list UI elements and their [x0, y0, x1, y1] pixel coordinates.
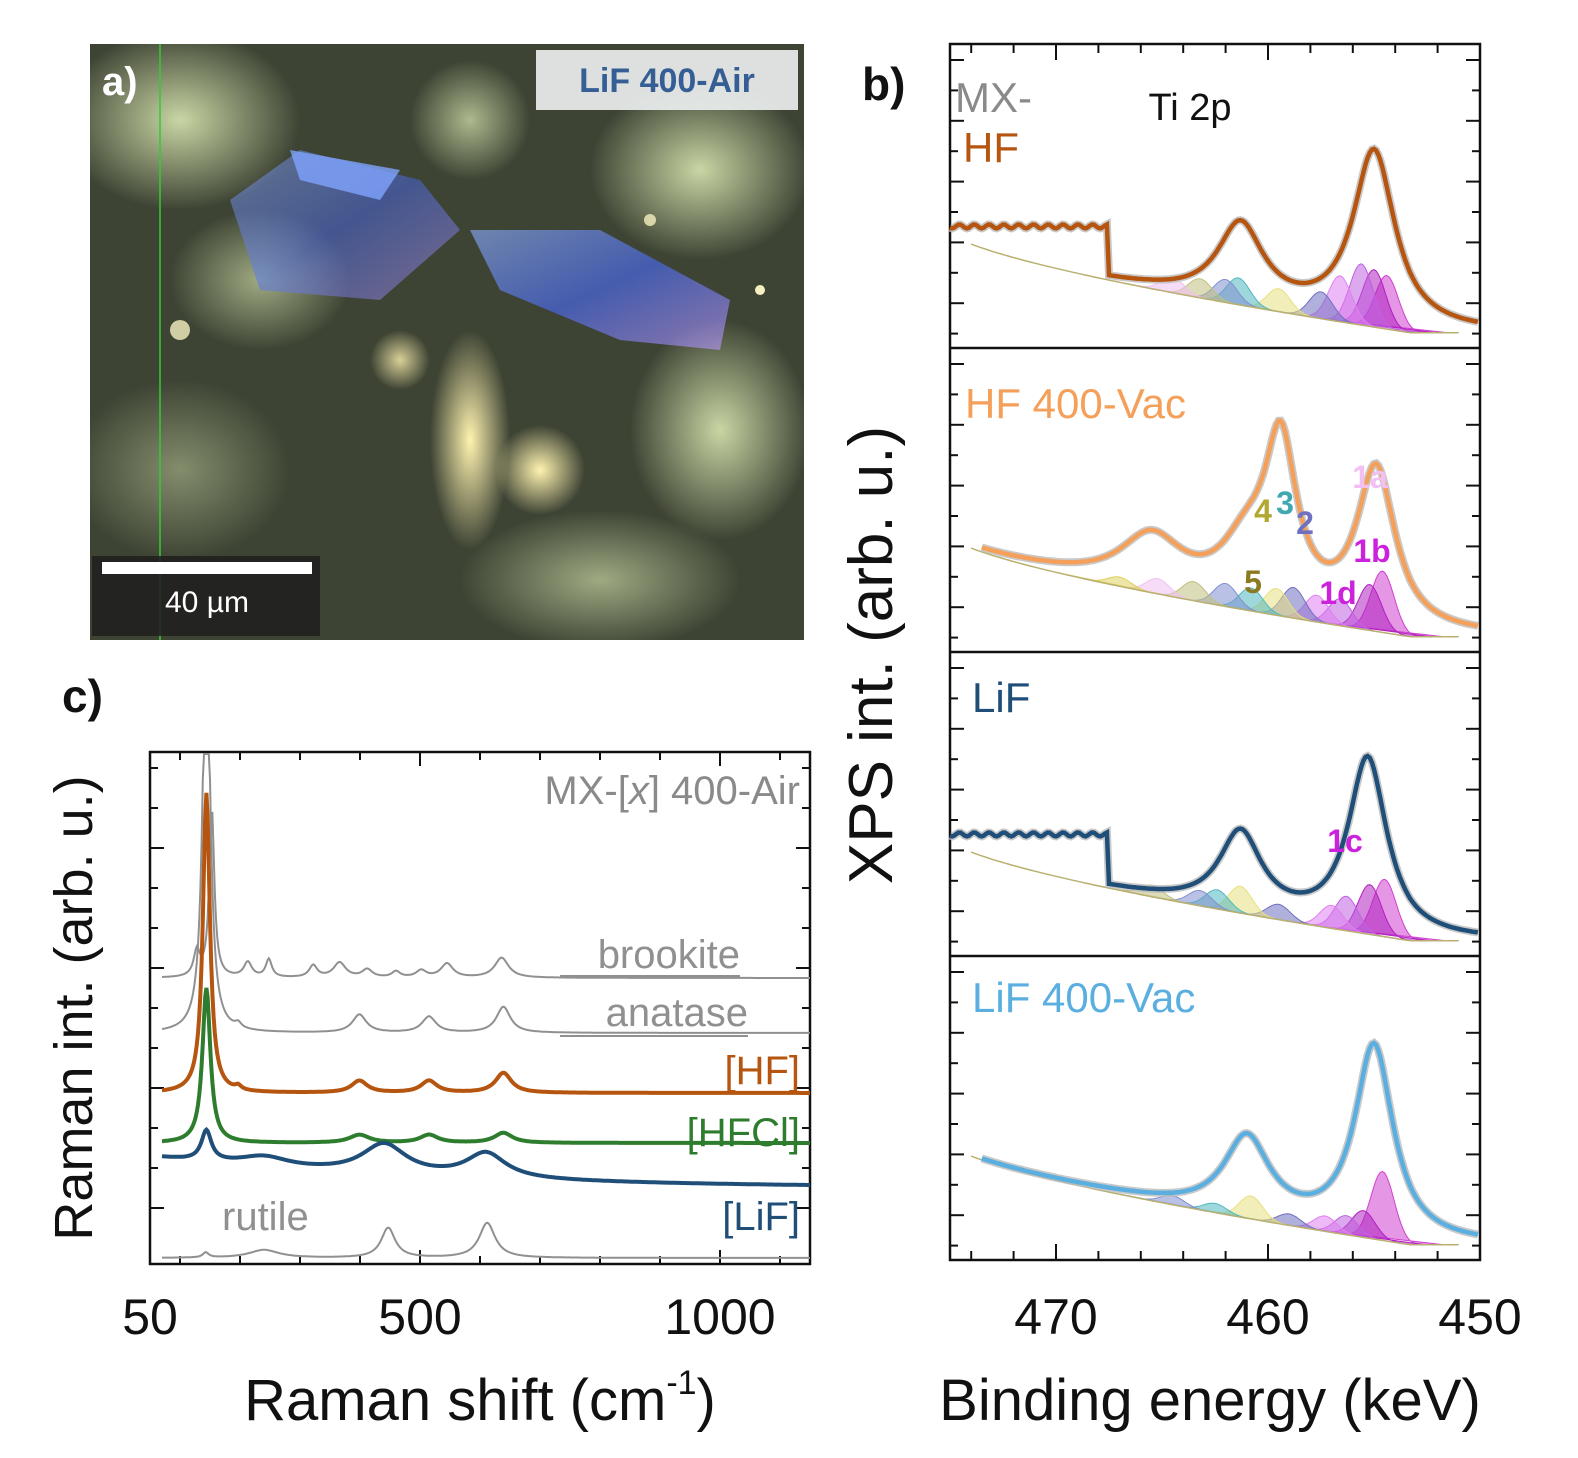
xps-envelope-mx-hf — [949, 146, 1479, 325]
xps-title: Ti 2p — [1148, 87, 1231, 129]
raman-series-anatase — [161, 753, 810, 1034]
raman-series-hfcl — [161, 987, 810, 1145]
xps-label-lif-400-vac: LiF 400-Vac — [972, 974, 1195, 1021]
xps-xtick-label: 460 — [1226, 1289, 1309, 1345]
xps-component-2: 2 — [1296, 505, 1314, 541]
xps-label-hf-400-vac: HF 400-Vac — [965, 380, 1186, 427]
raman-series-rutile — [161, 1221, 810, 1259]
raman-label-lif: [LiF] — [722, 1195, 800, 1239]
xps-label-mx: MX- — [955, 74, 1032, 121]
panel-c-label: c) — [62, 670, 103, 722]
raman-xtick-label: 500 — [378, 1289, 461, 1345]
raman-series-group: brookite anatase [HF] [HFCl] [LiF] rutile — [161, 753, 810, 1259]
xps-xtick-label: 450 — [1438, 1289, 1521, 1345]
raman-label-anatase: anatase — [606, 991, 748, 1035]
scalebar-label: 40 µm — [165, 586, 249, 619]
xps-background-line — [970, 547, 1459, 638]
optical-micrograph — [90, 44, 804, 640]
xps-component-1a: 1a — [1352, 459, 1388, 495]
xps-component-1b: 1b — [1353, 533, 1390, 569]
raman-xtick-labels: 50 500 1000 — [122, 1289, 775, 1345]
raman-xlabel: Raman shift (cm-1) — [244, 1364, 716, 1433]
xps-xtick-label: 470 — [1014, 1289, 1097, 1345]
panel-a-label: a) — [102, 60, 138, 104]
xps-background-line — [970, 243, 1459, 334]
xps-component-4: 4 — [1254, 493, 1272, 529]
raman-ticks — [150, 752, 810, 1264]
xps-label-lif: LiF — [972, 674, 1030, 721]
xps-xtick-labels: 470 460 450 — [1014, 1289, 1521, 1345]
xps-envelope-lif — [949, 753, 1479, 935]
xps-ticks — [950, 44, 1481, 1260]
raman-xtick-label: 50 — [122, 1289, 178, 1345]
raman-label-rutile: rutile — [222, 1195, 309, 1239]
raman-xtick-label: 1000 — [664, 1289, 775, 1345]
raman-label-hf: [HF] — [724, 1049, 800, 1093]
xps-component-5: 5 — [1244, 564, 1262, 600]
xps-chart: b) Ti 2p XPS int. (arb. u.) Binding ener… — [837, 42, 1522, 1433]
raman-series-hf — [161, 792, 810, 1095]
xps-ylabel: XPS int. (arb. u.) — [837, 426, 906, 884]
raman-label-hfcl: [HFCl] — [687, 1111, 800, 1155]
raman-series-lif — [161, 1126, 810, 1187]
raman-title: MX-[x] 400-Air — [544, 769, 800, 813]
raman-label-brookite: brookite — [598, 933, 740, 977]
raman-ylabel: Raman int. (arb. u.) — [44, 775, 104, 1240]
xps-component-1c: 1c — [1327, 823, 1363, 859]
xps-component-1d: 1d — [1319, 575, 1356, 611]
panel-b-label: b) — [862, 58, 905, 110]
xps-xlabel: Binding energy (keV) — [939, 1368, 1481, 1433]
scalebar — [102, 562, 312, 574]
raman-series-brookite — [161, 811, 810, 979]
raman-chart: c) brookiteanatase[HF][HFCl][LiF]rutile … — [44, 670, 812, 1433]
xps-envelope-lif-400-vac — [981, 1040, 1479, 1237]
xps-data-points — [980, 1038, 1479, 1239]
xps-panels — [948, 144, 1480, 1246]
sample-label-box — [536, 50, 798, 110]
xps-envelope-hf-400-vac — [981, 418, 1479, 629]
panel-a: a) LiF 400-Air 40 µm — [90, 44, 804, 640]
xps-component-3: 3 — [1276, 485, 1294, 521]
sample-label: LiF 400-Air — [579, 62, 755, 100]
xps-label-hf: HF — [963, 124, 1019, 171]
xps-background-line — [970, 851, 1459, 942]
